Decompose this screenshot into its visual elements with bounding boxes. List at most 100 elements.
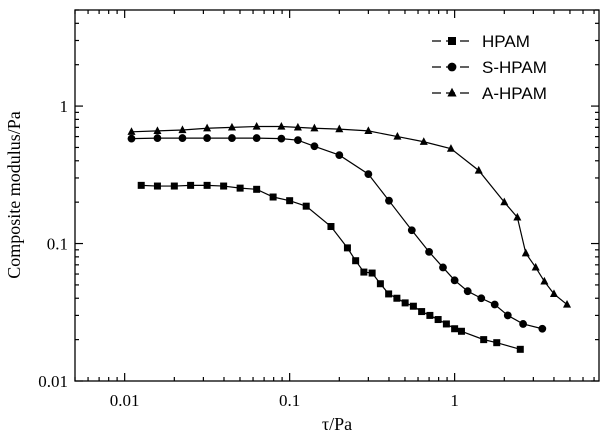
data-point [364,126,373,134]
series-line [141,184,521,350]
legend-item: S-HPAM [432,58,547,77]
data-point [463,287,472,296]
data-point [376,280,384,288]
data-point [516,345,524,353]
data-point [540,276,549,285]
data-point [203,123,212,132]
legend-marker [447,62,457,72]
data-point [178,125,187,134]
data-point [446,144,455,152]
data-point [500,197,509,206]
data-point [327,223,335,231]
legend-item: HPAM [432,32,530,51]
data-point [277,121,286,130]
data-point [401,299,409,307]
plot-frame [74,9,600,382]
data-point [252,134,261,142]
data-point [293,122,302,131]
data-point [127,134,136,143]
data-point [393,294,401,302]
data-point [352,257,360,265]
data-point [513,212,522,221]
data-point [252,121,261,130]
legend-label: S-HPAM [482,58,547,77]
x-tick-label: 0.1 [279,391,300,410]
legend-label: HPAM [482,32,530,51]
data-point [236,184,244,192]
data-point [153,134,162,142]
series-a-hpam [127,121,572,308]
series-s-hpam [127,134,547,333]
data-point [178,134,187,142]
y-tick-label: 0.01 [38,372,68,391]
legend-item: A-HPAM [432,84,547,103]
data-point [293,136,302,145]
data-point [302,202,310,210]
data-point [480,336,488,344]
data-point [419,137,428,145]
data-point [385,290,393,298]
y-tick-label: 0.1 [47,235,68,254]
data-point [393,132,402,140]
data-point [549,289,558,298]
data-point [442,320,450,328]
data-point [538,324,547,333]
data-point [343,244,351,252]
tick-marks [74,9,599,382]
legend-marker [447,87,457,97]
data-point [364,170,373,179]
x-axis-label: τ/Pa [322,414,352,434]
series-hpam [137,181,524,353]
data-point [450,276,459,285]
data-point [474,165,483,174]
data-point [490,300,499,309]
data-point [170,182,178,190]
data-point [418,308,426,316]
series-line [131,137,543,330]
x-tick-label: 0.01 [110,391,140,410]
data-point [360,268,368,276]
data-point [335,124,344,133]
legend-marker [448,37,456,45]
data-point [310,142,319,151]
data-point [253,185,261,193]
tick-labels: 0.01 0.1 1 0.01 0.1 1 [38,97,459,410]
data-point [203,134,212,142]
data-point [457,327,465,335]
data-point [269,193,277,201]
data-point [228,134,236,142]
data-point [409,302,417,310]
data-point [503,311,512,320]
series-line [131,125,568,305]
data-point [310,123,319,132]
data-point [137,181,145,189]
data-point [385,196,393,205]
data-point [220,182,228,190]
legend-label: A-HPAM [482,84,547,103]
data-point [425,247,433,256]
data-point [493,339,501,347]
data-point [477,294,486,303]
data-point [451,325,459,333]
data-point [335,151,344,159]
data-point [407,226,416,235]
x-tick-label: 1 [450,391,459,410]
data-point [286,197,294,205]
data-point [434,316,442,324]
data-point [439,263,447,272]
data-point [521,248,530,257]
data-point [562,299,572,308]
data-point [277,134,286,143]
data-point [187,181,195,189]
data-point [519,320,527,328]
data-point [426,311,434,319]
data-point [127,127,136,135]
data-point [531,262,540,271]
data-point [203,181,211,189]
legend: HPAM S-HPAM A-HPAM [432,32,547,103]
data-point [368,269,376,277]
y-tick-label: 1 [60,97,69,116]
y-axis-label: Composite modulus/Pa [4,111,24,279]
data-point [227,122,236,131]
